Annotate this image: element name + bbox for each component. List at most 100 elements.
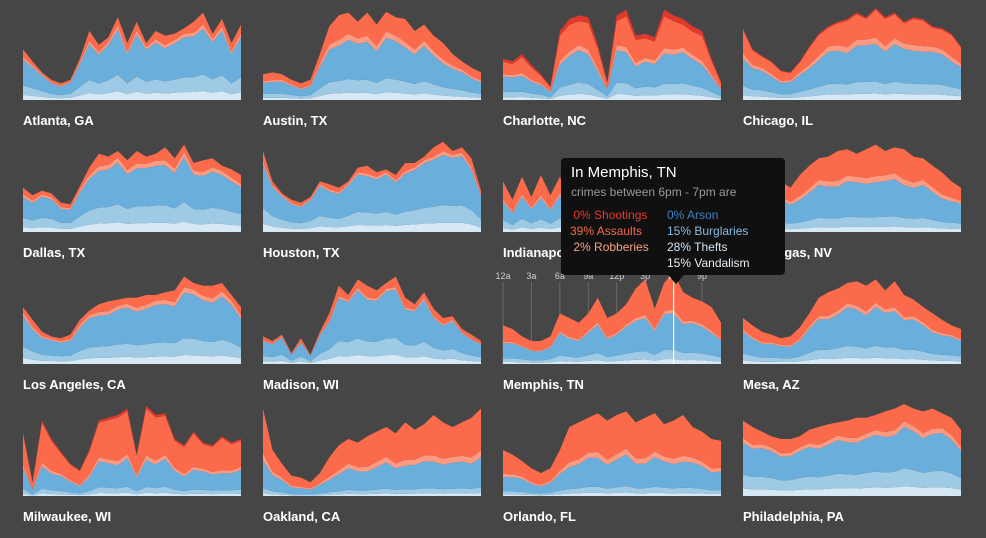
- series-area-thefts: [263, 338, 481, 363]
- series-area-burglaries: [23, 157, 241, 224]
- area-chart[interactable]: [503, 404, 721, 496]
- series-area-robberies: [263, 287, 481, 356]
- tooltip-subtitle: crimes between 6pm - 7pm are: [571, 185, 737, 199]
- area-chart[interactable]: [23, 404, 241, 496]
- series-area-vandalism: [23, 221, 241, 232]
- city-chart-memphis-tn[interactable]: 12a3a6a9a12p3p6p9pMemphis, TN: [495, 271, 723, 392]
- area-chart[interactable]: [743, 8, 961, 100]
- city-label: Houston, TX: [263, 245, 340, 260]
- city-label: Madison, WI: [263, 377, 339, 392]
- tooltip-crime-label: Shootings: [590, 208, 648, 222]
- series-area-thefts: [743, 216, 961, 230]
- series-area-thefts: [23, 338, 241, 362]
- city-chart-austin-tx[interactable]: Austin, TX: [263, 8, 483, 128]
- area-chart[interactable]: [743, 272, 961, 364]
- area-chart[interactable]: [23, 140, 241, 232]
- series-area-burglaries: [263, 154, 481, 224]
- series-area-burglaries: [743, 306, 961, 359]
- hour-tick-label: 9p: [697, 271, 707, 281]
- hover-tooltip: In Memphis, TN crimes between 6pm - 7pm …: [561, 158, 785, 284]
- series-area-burglaries: [503, 454, 721, 494]
- series-area-vandalism: [263, 493, 481, 496]
- series-area-vandalism: [263, 222, 481, 232]
- city-chart-chicago-il[interactable]: Chicago, IL: [743, 8, 963, 128]
- city-label: Milwaukee, WI: [23, 509, 112, 524]
- tooltip-crime-label: Burglaries: [691, 224, 749, 238]
- tooltip-percent: 0%: [667, 208, 685, 222]
- city-chart-dallas-tx[interactable]: Dallas, TX: [23, 140, 243, 260]
- series-area-robberies: [23, 151, 241, 210]
- city-label: Memphis, TN: [503, 377, 584, 392]
- series-area-assaults: [23, 12, 241, 86]
- series-area-thefts: [503, 486, 721, 496]
- city-chart-las-vegas-nv[interactable]: Las Vegas, NV: [743, 140, 963, 260]
- city-chart-charlotte-nc[interactable]: Charlotte, NC: [503, 8, 723, 128]
- series-area-burglaries: [23, 28, 241, 96]
- tooltip-crime-label: Vandalism: [691, 256, 750, 270]
- series-area-assaults: [263, 408, 481, 489]
- tooltip-row: 15% Vandalism: [667, 255, 750, 271]
- area-chart[interactable]: [263, 140, 481, 232]
- area-chart[interactable]: [263, 404, 481, 496]
- series-area-robberies: [263, 450, 481, 490]
- series-area-robberies: [503, 45, 721, 93]
- area-chart[interactable]: [263, 272, 481, 364]
- series-area-vandalism: [23, 492, 241, 496]
- area-chart[interactable]: 12a3a6a9a12p3p6p9p: [495, 271, 721, 364]
- area-chart[interactable]: [503, 8, 721, 100]
- area-chart[interactable]: [743, 404, 961, 496]
- city-label: Oakland, CA: [263, 509, 341, 524]
- series-area-assaults: [743, 279, 961, 346]
- tooltip-percent: 15%: [667, 256, 692, 270]
- tooltip-row: 39% Assaults: [570, 223, 649, 239]
- tooltip-percent: 15%: [667, 224, 692, 238]
- city-chart-mesa-az[interactable]: Mesa, AZ: [743, 272, 963, 392]
- tooltip-percent: 39%: [570, 224, 595, 238]
- hour-tick-label: 3a: [526, 271, 536, 281]
- city-chart-madison-wi[interactable]: Madison, WI: [263, 272, 483, 392]
- series-area-vandalism: [743, 226, 961, 232]
- tooltip-row: 2% Robberies: [570, 239, 648, 255]
- series-area-vandalism: [503, 93, 721, 100]
- city-chart-philadelphia-pa[interactable]: Philadelphia, PA: [743, 404, 963, 524]
- series-area-robberies: [503, 309, 721, 352]
- series-area-assaults: [23, 144, 241, 209]
- series-area-burglaries: [743, 43, 961, 95]
- tooltip-right-column: 0% Arson 15% Burglaries 28% Thefts 15% Vand…: [667, 207, 750, 271]
- city-label: Charlotte, NC: [503, 113, 587, 128]
- series-area-vandalism: [23, 91, 241, 100]
- series-area-burglaries: [263, 37, 481, 97]
- series-area-thefts: [743, 468, 961, 491]
- series-area-robberies: [743, 173, 961, 205]
- series-area-thefts: [503, 82, 721, 99]
- series-area-robberies: [23, 24, 241, 87]
- city-chart-atlanta-ga[interactable]: Atlanta, GA: [23, 8, 243, 128]
- series-area-thefts: [23, 486, 241, 496]
- series-area-burglaries: [743, 179, 961, 224]
- area-chart[interactable]: [23, 272, 241, 364]
- city-label: Austin, TX: [263, 113, 328, 128]
- city-chart-orlando-fl[interactable]: Orlando, FL: [503, 404, 723, 524]
- city-label: Orlando, FL: [503, 509, 576, 524]
- area-chart[interactable]: [743, 140, 961, 232]
- city-chart-los-angeles-ca[interactable]: Los Angeles, CA: [23, 272, 243, 392]
- series-area-burglaries: [743, 426, 961, 481]
- series-area-burglaries: [263, 457, 481, 495]
- area-chart[interactable]: [23, 8, 241, 100]
- series-area-vandalism: [23, 355, 241, 364]
- series-area-assaults: [503, 272, 721, 351]
- tooltip-row: 28% Thefts: [667, 239, 750, 255]
- series-area-thefts: [263, 78, 481, 99]
- series-area-vandalism: [263, 92, 481, 100]
- hour-tick-label: 6a: [555, 271, 565, 281]
- series-area-assaults: [503, 16, 721, 92]
- area-chart[interactable]: [263, 8, 481, 100]
- city-chart-oakland-ca[interactable]: Oakland, CA: [263, 404, 483, 524]
- tooltip-row: 0% Shootings: [570, 207, 649, 223]
- city-chart-houston-tx[interactable]: Houston, TX: [263, 140, 483, 260]
- tooltip-row: 0% Arson: [667, 207, 750, 223]
- tooltip-percent: 2%: [570, 240, 591, 254]
- city-chart-milwaukee-wi[interactable]: Milwaukee, WI: [23, 404, 243, 524]
- series-area-burglaries: [23, 292, 241, 357]
